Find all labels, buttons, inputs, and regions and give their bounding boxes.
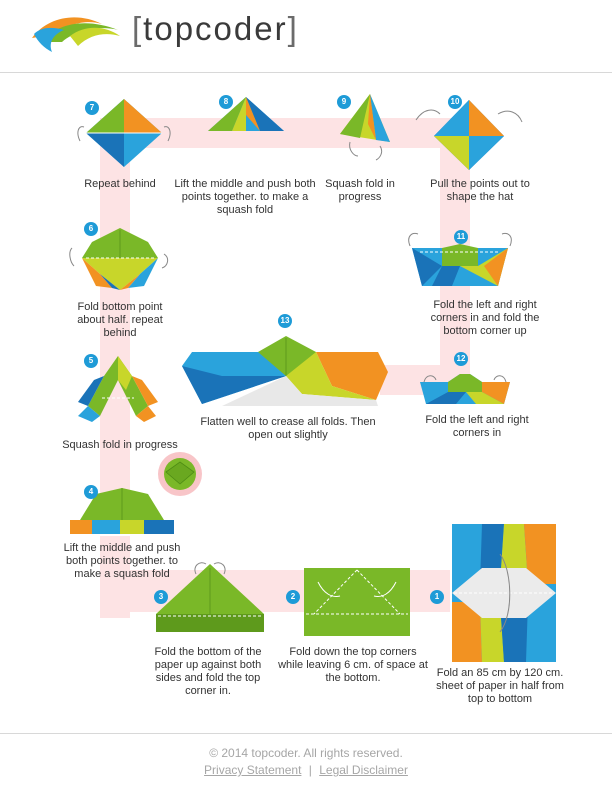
step-1-badge: 1 xyxy=(430,590,444,604)
copyright-text: © 2014 topcoder. All rights reserved. xyxy=(209,746,403,760)
step-10-diagram xyxy=(415,100,523,170)
step-5-badge: 5 xyxy=(84,354,98,368)
bracket-close: ] xyxy=(287,10,299,47)
step-6-caption: Fold bottom point about half. repeat beh… xyxy=(77,301,163,339)
step-4-badge: 4 xyxy=(84,485,98,499)
step-8-caption: Lift the middle and push both points tog… xyxy=(174,178,316,216)
brand-name: topcoder xyxy=(143,10,288,47)
step-3-diagram xyxy=(156,562,264,632)
footer-divider xyxy=(0,733,612,734)
bracket-open: [ xyxy=(132,10,144,47)
header-divider xyxy=(0,72,612,73)
step-10-badge: 10 xyxy=(448,95,462,109)
step-12-diagram xyxy=(420,374,510,404)
legal-disclaimer-link[interactable]: Legal Disclaimer xyxy=(319,763,408,777)
step-13-caption: Flatten well to crease all folds. Then o… xyxy=(200,416,376,441)
step-13-badge: 13 xyxy=(278,314,292,328)
step-9-caption: Squash fold in progress xyxy=(325,178,395,203)
footer: © 2014 topcoder. All rights reserved. Pr… xyxy=(0,745,612,779)
step-2-diagram xyxy=(304,568,410,636)
step-2-badge: 2 xyxy=(286,590,300,604)
brand-wordmark: [topcoder] xyxy=(132,10,299,48)
step-3-caption: Fold the bottom of the paper up against … xyxy=(154,646,262,697)
step-9-badge: 9 xyxy=(337,95,351,109)
topcoder-logo xyxy=(32,17,120,52)
privacy-statement-link[interactable]: Privacy Statement xyxy=(204,763,302,777)
step-11-badge: 11 xyxy=(454,230,468,244)
step-6-badge: 6 xyxy=(84,222,98,236)
step-5-caption: Squash fold in progress xyxy=(62,439,178,451)
step-13-diagram xyxy=(182,336,388,406)
step-2-caption: Fold down the top corners while leaving … xyxy=(278,646,428,684)
footer-links: Privacy Statement | Legal Disclaimer xyxy=(0,762,612,779)
step-9-diagram xyxy=(340,94,390,161)
step-12-caption: Fold the left and right corners in xyxy=(425,414,529,439)
step-7-diagram xyxy=(77,99,171,167)
step-8-diagram xyxy=(208,97,284,131)
step-4-diagram xyxy=(70,452,202,536)
step-8-badge: 8 xyxy=(219,95,233,109)
step-1-caption: Fold an 85 cm by 120 cm. sheet of paper … xyxy=(436,667,564,705)
step-3-badge: 3 xyxy=(154,590,168,604)
step-5-diagram xyxy=(78,356,158,422)
step-6-diagram xyxy=(69,228,169,290)
step-12-badge: 12 xyxy=(454,352,468,366)
header: [topcoder] xyxy=(0,0,612,72)
step-4-caption: Lift the middle and push both points tog… xyxy=(63,542,181,580)
step-11-diagram xyxy=(408,233,512,286)
step-7-badge: 7 xyxy=(85,101,99,115)
step-1-diagram xyxy=(452,524,556,662)
step-11-caption: Fold the left and right corners in and f… xyxy=(430,299,540,337)
footer-separator: | xyxy=(308,763,312,777)
step-7-caption: Repeat behind xyxy=(84,178,156,190)
step-10-caption: Pull the points out to shape the hat xyxy=(430,178,530,203)
